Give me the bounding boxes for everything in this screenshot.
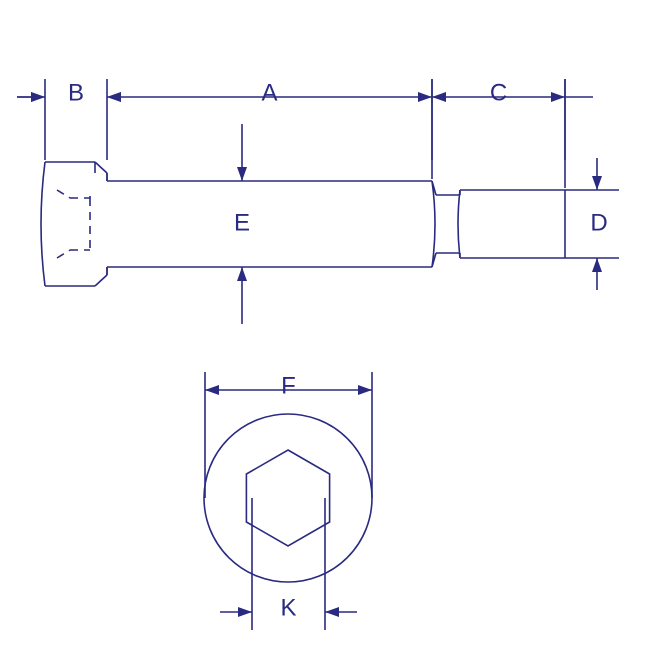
dim-label-D: D bbox=[590, 209, 607, 236]
dim-label-A: A bbox=[261, 79, 277, 106]
head-circle bbox=[204, 414, 372, 582]
dim-label-B: B bbox=[68, 79, 84, 106]
dim-label-F: F bbox=[281, 372, 296, 399]
hex-socket bbox=[246, 450, 329, 546]
dim-label-E: E bbox=[234, 209, 250, 236]
dim-label-K: K bbox=[280, 594, 296, 621]
dim-label-C: C bbox=[490, 79, 507, 106]
shoulder-screw-diagram: B A C E D F K bbox=[0, 0, 670, 670]
